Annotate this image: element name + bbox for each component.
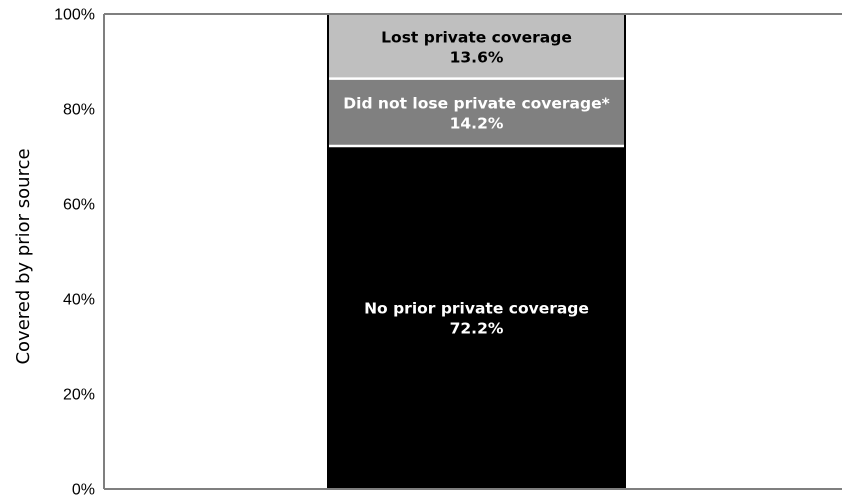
segment-value-label: 13.6% bbox=[450, 48, 504, 66]
y-tick-label: 60% bbox=[63, 197, 95, 214]
axes bbox=[103, 13, 842, 490]
y-tick-label: 20% bbox=[63, 387, 95, 404]
y-tick-label: 80% bbox=[63, 102, 95, 119]
bar-segments bbox=[327, 13, 626, 490]
bar-segment bbox=[328, 146, 625, 490]
y-axis-label: Covered by prior source bbox=[13, 148, 34, 364]
bar-segment bbox=[328, 78, 625, 147]
segment-value-label: 72.2% bbox=[450, 320, 504, 338]
segment-name-label: Did not lose private coverage* bbox=[343, 94, 609, 112]
segment-name-label: No prior private coverage bbox=[364, 300, 589, 318]
segment-labels: No prior private coverage 72.2% Did not lo… bbox=[343, 28, 609, 337]
y-tick-label: 0% bbox=[72, 482, 95, 498]
y-tick-labels: 0% 20% 40% 60% 80% 100% bbox=[54, 7, 95, 498]
y-tick-label: 40% bbox=[63, 292, 95, 309]
segment-name-label: Lost private coverage bbox=[381, 28, 572, 46]
y-tick-label: 100% bbox=[54, 7, 95, 24]
segment-value-label: 14.2% bbox=[450, 114, 504, 132]
bar-segment bbox=[328, 14, 625, 79]
